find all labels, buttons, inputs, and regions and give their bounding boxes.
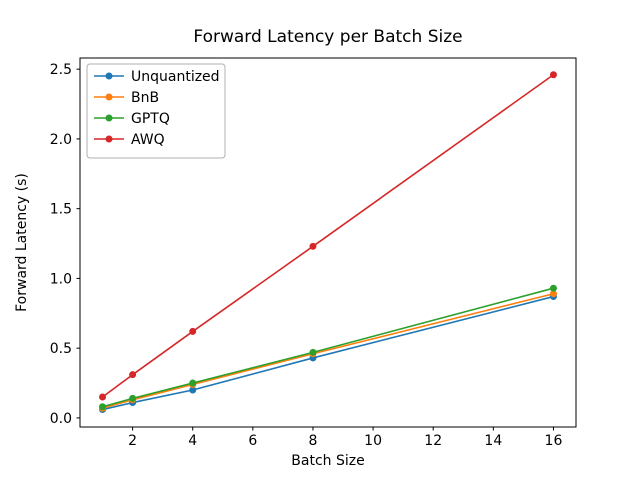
x-axis: 2 4 6 8 10 12 14 16 — [128, 427, 562, 449]
y-axis: 0.0 0.5 1.0 1.5 2.0 2.5 — [50, 62, 80, 427]
series-unquantized — [99, 293, 557, 414]
data-point-marker — [99, 393, 107, 401]
y-tick-label: 2.0 — [50, 132, 72, 148]
legend-marker-sample — [105, 135, 113, 143]
y-axis-label: Forward Latency (s) — [14, 173, 30, 312]
legend-entry-gptq: GPTQ — [94, 111, 170, 127]
data-point-marker — [129, 371, 137, 379]
series-awq — [99, 71, 557, 401]
legend-marker-sample — [105, 93, 113, 101]
legend-marker-sample — [105, 114, 113, 122]
legend-entry-unquantized: Unquantized — [94, 69, 220, 85]
x-tick-label: 2 — [128, 433, 137, 449]
series-line — [102, 295, 554, 411]
y-tick-label: 2.5 — [50, 62, 72, 78]
data-point-marker — [189, 327, 197, 335]
legend-label: BnB — [131, 90, 159, 106]
chart-title: Forward Latency per Batch Size — [193, 27, 462, 47]
data-point-marker — [309, 348, 317, 356]
legend-marker-sample — [105, 72, 113, 80]
x-tick-label: 16 — [545, 433, 563, 449]
legend-entry-awq: AWQ — [94, 132, 165, 148]
legend-entry-bnb: BnB — [94, 90, 159, 106]
data-point-marker — [189, 379, 197, 387]
data-point-marker — [549, 290, 557, 298]
y-tick-label: 1.5 — [50, 202, 72, 218]
data-point-marker — [189, 386, 197, 394]
legend-label: Unquantized — [131, 69, 220, 85]
data-point-marker — [129, 394, 137, 402]
legend-label: AWQ — [131, 132, 165, 148]
y-tick-label: 0.0 — [50, 411, 72, 427]
data-point-marker — [549, 71, 557, 79]
x-tick-label: 8 — [309, 433, 318, 449]
x-tick-label: 14 — [484, 433, 502, 449]
x-tick-label: 6 — [248, 433, 257, 449]
x-tick-label: 12 — [424, 433, 442, 449]
y-tick-label: 1.0 — [50, 271, 72, 287]
series-gptq — [99, 284, 557, 411]
x-tick-label: 10 — [364, 433, 382, 449]
data-point-marker — [99, 403, 107, 411]
legend-label: GPTQ — [131, 111, 170, 127]
x-tick-label: 4 — [188, 433, 197, 449]
x-axis-label: Batch Size — [291, 453, 364, 469]
legend: Unquantized BnB GPTQ AWQ — [86, 63, 226, 159]
data-point-marker — [549, 284, 557, 292]
plot-frame — [79, 57, 577, 428]
data-point-marker — [309, 242, 317, 250]
series-bnb — [99, 290, 557, 412]
legend-box — [86, 63, 226, 159]
y-tick-label: 0.5 — [50, 341, 72, 357]
series-line — [102, 292, 554, 409]
